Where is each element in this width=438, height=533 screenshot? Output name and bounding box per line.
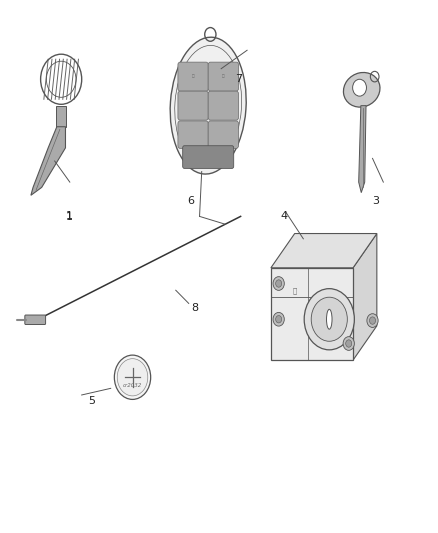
Circle shape	[276, 316, 282, 323]
Text: 1: 1	[66, 212, 73, 221]
Text: 5: 5	[88, 396, 95, 406]
Circle shape	[273, 277, 284, 290]
Circle shape	[370, 317, 375, 324]
Circle shape	[304, 289, 354, 350]
Circle shape	[346, 340, 352, 347]
Circle shape	[114, 355, 151, 399]
Text: 7: 7	[235, 74, 242, 84]
Text: 8: 8	[192, 303, 199, 313]
Polygon shape	[271, 268, 353, 360]
FancyBboxPatch shape	[208, 62, 238, 91]
Circle shape	[367, 314, 378, 327]
Circle shape	[311, 297, 347, 341]
FancyBboxPatch shape	[183, 146, 234, 168]
Polygon shape	[31, 127, 66, 195]
FancyBboxPatch shape	[178, 62, 208, 91]
Text: ⬛: ⬛	[192, 75, 194, 79]
Polygon shape	[271, 233, 377, 268]
FancyBboxPatch shape	[208, 91, 238, 120]
Circle shape	[353, 79, 367, 96]
Text: 🚗: 🚗	[293, 287, 297, 294]
Text: 4: 4	[280, 212, 287, 221]
Ellipse shape	[170, 37, 246, 174]
Ellipse shape	[343, 72, 380, 107]
Text: ⬛: ⬛	[222, 75, 225, 79]
Circle shape	[276, 280, 282, 287]
FancyBboxPatch shape	[178, 91, 208, 120]
Circle shape	[117, 359, 148, 396]
Circle shape	[273, 312, 284, 326]
Text: cr2032: cr2032	[123, 383, 142, 388]
FancyBboxPatch shape	[25, 315, 46, 325]
Circle shape	[343, 337, 354, 350]
Polygon shape	[353, 233, 377, 360]
FancyBboxPatch shape	[57, 106, 66, 127]
Text: 1: 1	[66, 213, 73, 222]
FancyBboxPatch shape	[178, 121, 208, 148]
Text: 3: 3	[372, 196, 379, 206]
Ellipse shape	[326, 309, 332, 329]
Text: 6: 6	[187, 196, 194, 206]
Polygon shape	[359, 106, 366, 192]
FancyBboxPatch shape	[208, 121, 238, 148]
